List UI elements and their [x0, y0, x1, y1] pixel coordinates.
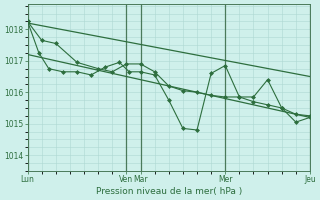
- X-axis label: Pression niveau de la mer( hPa ): Pression niveau de la mer( hPa ): [96, 187, 242, 196]
